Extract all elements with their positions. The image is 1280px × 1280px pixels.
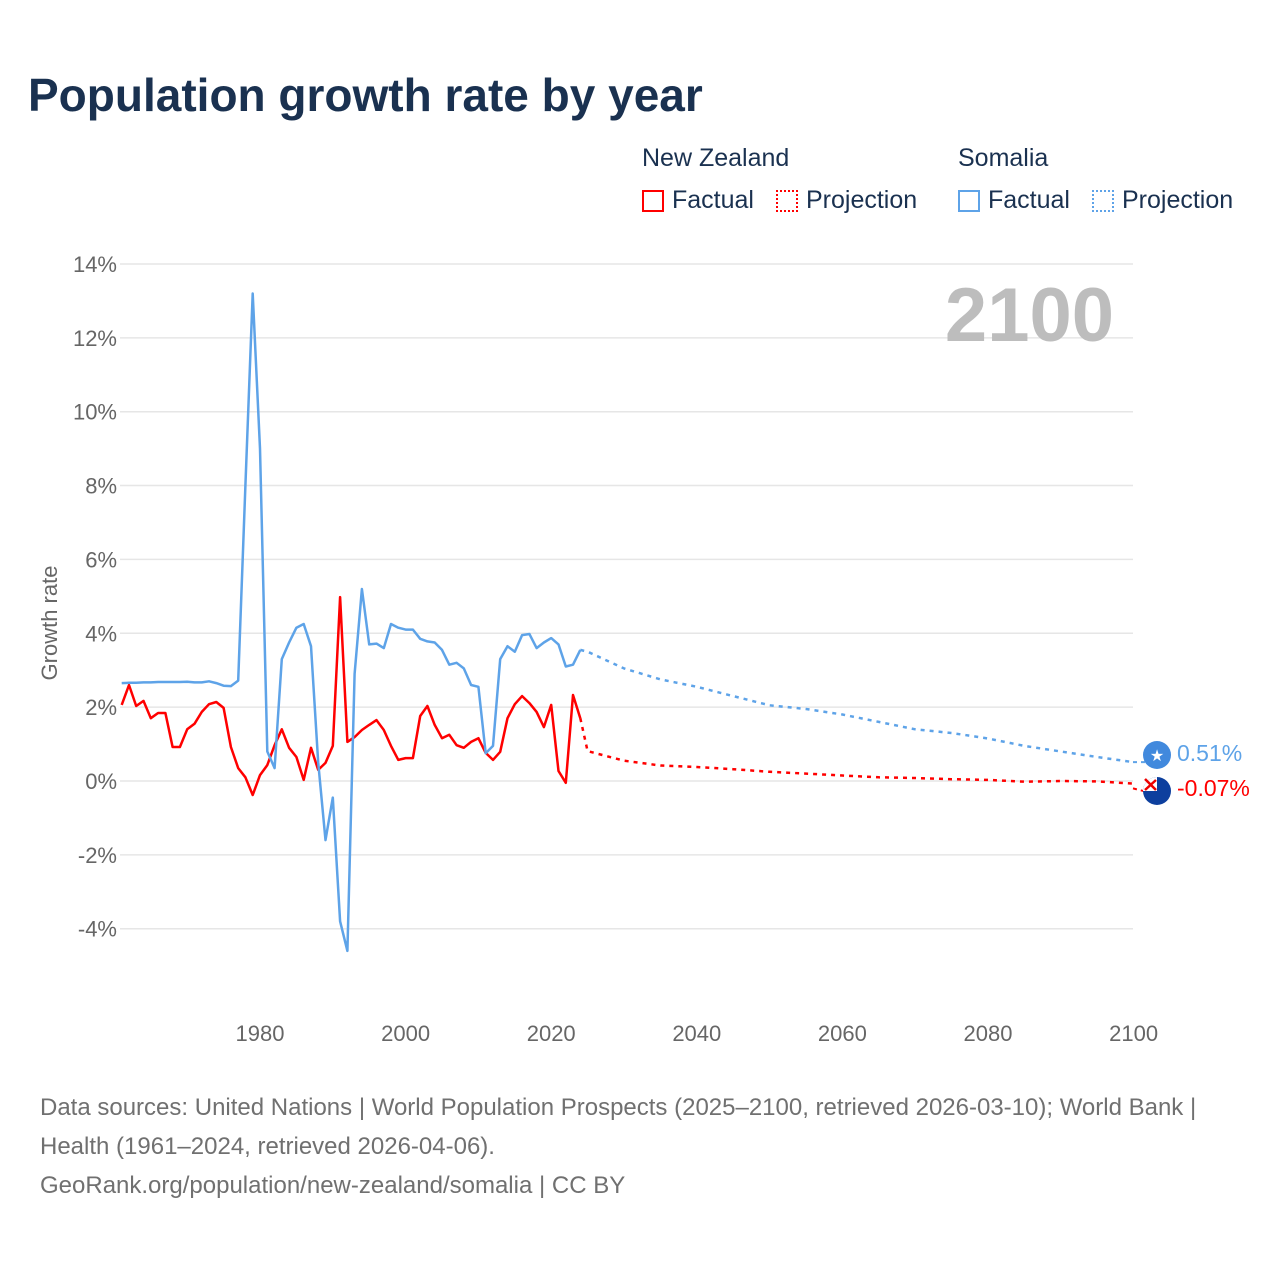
nz-end-label: -0.07%: [1177, 775, 1250, 801]
legend-nz-factual[interactable]: Factual: [642, 186, 754, 215]
y-tick-label: 14%: [73, 252, 117, 277]
legend-label: Projection: [806, 186, 918, 214]
star-icon: ★: [1150, 748, 1164, 765]
union-jack-icon: [1144, 778, 1157, 791]
x-tick-label: 2080: [964, 1021, 1013, 1046]
x-tick-label: 2020: [527, 1021, 576, 1046]
x-tick-label: 2000: [381, 1021, 430, 1046]
data-sources: Data sources: United Nations | World Pop…: [40, 1094, 1197, 1160]
y-tick-label: 8%: [85, 474, 117, 499]
y-tick-label: -2%: [78, 843, 117, 868]
x-tick-label: 2040: [672, 1021, 721, 1046]
legend-group-new-zealand: New Zealand: [642, 144, 790, 172]
x-tick-label: 2100: [1109, 1021, 1158, 1046]
legend-somalia-factual[interactable]: Factual: [958, 186, 1070, 215]
y-tick-label: 0%: [85, 769, 117, 794]
legend-label: Factual: [988, 186, 1070, 214]
nz-end-connector: [1132, 787, 1149, 794]
chart-title: Population growth rate by year: [28, 69, 703, 121]
legend-label: Projection: [1122, 186, 1234, 214]
y-tick-label: 10%: [73, 400, 117, 425]
series-line-somalia-factual: [121, 292, 582, 953]
y-tick-label: 12%: [73, 326, 117, 351]
y-tick-label: 4%: [85, 621, 117, 646]
legend-somalia-projection[interactable]: Projection: [1092, 186, 1233, 215]
series-line-somalia-projection: [580, 648, 1134, 764]
y-tick-label: 2%: [85, 695, 117, 720]
somalia-flag-marker: [1143, 741, 1171, 769]
legend-swatch-dotted: [776, 189, 798, 212]
credit-link[interactable]: GeoRank.org/population/new-zealand/somal…: [40, 1172, 626, 1199]
somalia-end-label: 0.51%: [1177, 740, 1243, 766]
legend-swatch-solid: [958, 189, 980, 212]
y-axis-label: Growth rate: [37, 565, 62, 681]
series-line-new-zealand-factual: [120, 595, 582, 797]
legend-label: Factual: [672, 186, 754, 214]
legend-swatch-dotted: [1092, 189, 1114, 212]
current-year-label: 2100: [944, 273, 1114, 358]
x-tick-label: 1980: [236, 1021, 285, 1046]
legend-nz-projection[interactable]: Projection: [776, 186, 917, 215]
legend-group-somalia: Somalia: [958, 144, 1049, 172]
y-tick-label: -4%: [78, 917, 117, 942]
footer: Data sources: United Nations | World Pop…: [40, 1088, 1230, 1205]
series-line-new-zealand-projection: [579, 717, 1134, 785]
y-tick-label: 6%: [85, 547, 117, 572]
x-tick-label: 2060: [818, 1021, 867, 1046]
legend-swatch-solid: [642, 189, 664, 212]
